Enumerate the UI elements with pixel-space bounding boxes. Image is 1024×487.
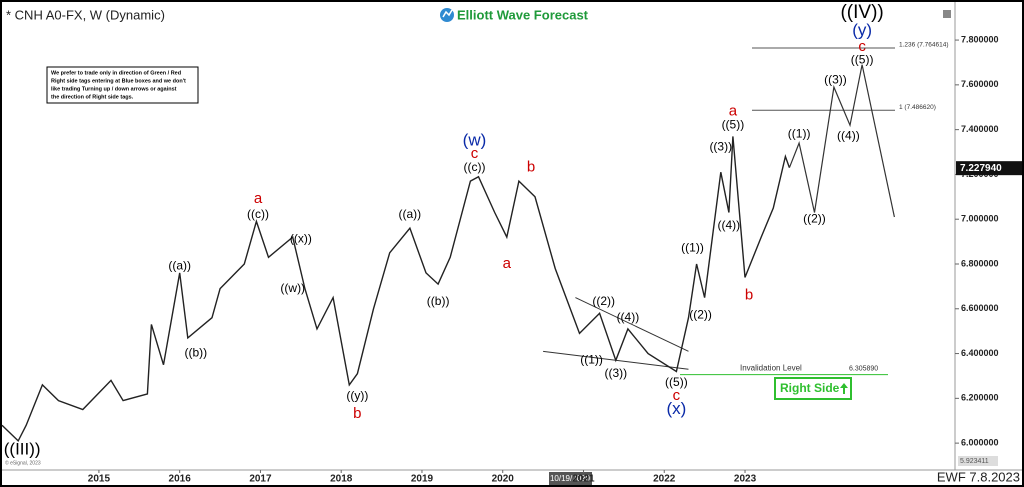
wave-label: ((3)) (824, 73, 847, 87)
y-tick-label: 7.800000 (961, 34, 999, 44)
wave-label: ((4)) (617, 310, 640, 324)
wave-label: c (858, 38, 866, 55)
y-tick-label: 7.600000 (961, 79, 999, 89)
wave-label: ((3)) (709, 140, 732, 154)
x-tick-label: 2022 (653, 474, 676, 485)
note-line: like trading Turning up / down arrows or… (51, 86, 177, 92)
wave-label: ((2)) (592, 294, 615, 308)
wave-label: ((5)) (665, 375, 688, 389)
wave-label: ((2)) (803, 211, 826, 225)
cursor-label: 10/19/2020 (550, 474, 591, 483)
wave-label: b (527, 159, 535, 176)
y-tick-label: 6.400000 (961, 348, 999, 358)
y-tick-label: 6.200000 (961, 393, 999, 403)
wave-label: (y) (852, 21, 872, 40)
wave-label: ((3)) (604, 366, 627, 380)
right-side-text: Right Side (780, 381, 840, 395)
note-box: We prefer to trade only in direction of … (46, 66, 199, 104)
x-tick-label: 2023 (734, 474, 757, 485)
trendline (575, 297, 689, 352)
x-tick-label: 2015 (88, 474, 111, 485)
wave-label: ((b)) (184, 346, 207, 360)
wave-label: ((w)) (280, 281, 305, 295)
y-tick-label: 7.000000 (961, 214, 999, 224)
x-tick-label: 2021 (572, 474, 595, 485)
wave-label: ((c)) (247, 207, 269, 221)
logo: Elliott Wave Forecast (440, 7, 589, 22)
x-tick-label: 2016 (169, 474, 192, 485)
wave-label: ((IV)) (840, 2, 883, 23)
right-side-box (774, 377, 852, 400)
wave-label: ((b)) (427, 294, 450, 308)
wave-label: ((III)) (4, 439, 41, 458)
wave-label: ((2)) (689, 308, 712, 322)
cursor-box (549, 472, 592, 485)
logo-text: Elliott Wave Forecast (457, 7, 589, 22)
last-price-label: 7.227940 (960, 163, 1002, 174)
footer: EWF 7.8.2023 (937, 469, 1020, 484)
wave-label: ((1)) (580, 352, 603, 366)
wave-label: ((5)) (722, 117, 745, 131)
wave-label: (w) (463, 130, 487, 149)
note-line: the direction of Right side tags. (51, 94, 134, 100)
fib-level-label: 1.236 (7.764614) (899, 42, 949, 49)
wave-label: ((1)) (788, 126, 811, 140)
wave-label: a (729, 103, 738, 120)
source: © eSignal, 2023 (5, 459, 41, 466)
wave-label: b (353, 405, 361, 422)
chart-title: * CNH A0-FX, W (Dynamic) (6, 7, 165, 22)
wave-label: b (745, 286, 753, 303)
projection-path (788, 64, 895, 218)
x-tick-label: 2017 (249, 474, 272, 485)
wave-label: ((x)) (290, 232, 312, 246)
x-tick-label: 2019 (411, 474, 434, 485)
invalidation-label: Invalidation Level (740, 364, 802, 373)
price-line (1, 136, 791, 443)
note-frame (46, 66, 199, 104)
low-label: 5.923411 (960, 458, 989, 465)
wave-label: ((4)) (837, 129, 860, 143)
wave-label: ((1)) (681, 240, 704, 254)
right-side-tag: Right Side (774, 377, 852, 400)
x-tick-label: 2020 (492, 474, 515, 485)
up-arrow (840, 383, 848, 394)
wave-label: ((y)) (346, 388, 368, 402)
y-tick-label: 6.600000 (961, 303, 999, 313)
fib-level-label: 1 (7.486620) (899, 104, 936, 111)
wave-label: ((a)) (168, 258, 191, 272)
note-line: Right side tags entering at Blue boxes a… (51, 78, 186, 84)
x-tick-label: 2018 (330, 474, 353, 485)
wave-label: (x) (666, 399, 686, 418)
wave-label: c (673, 387, 681, 404)
settings-icon[interactable] (943, 10, 951, 18)
invalidation-value: 6.305890 (849, 365, 878, 372)
wave-label: a (254, 190, 263, 207)
wave-label: ((a)) (399, 207, 422, 221)
note-line: We prefer to trade only in direction of … (51, 70, 181, 76)
wave-label: c (471, 145, 479, 162)
wave-label: ((5)) (851, 52, 874, 66)
y-tick-label: 6.800000 (961, 258, 999, 268)
last-price-box (956, 161, 1022, 176)
wave-label: a (503, 255, 512, 272)
y-tick-label: 6.000000 (961, 438, 999, 448)
low-box (958, 456, 998, 466)
wave-label: ((4)) (718, 218, 741, 232)
y-tick-label: 7.400000 (961, 124, 999, 134)
wave-label: ((c)) (463, 160, 485, 174)
logo-mark (442, 9, 453, 18)
